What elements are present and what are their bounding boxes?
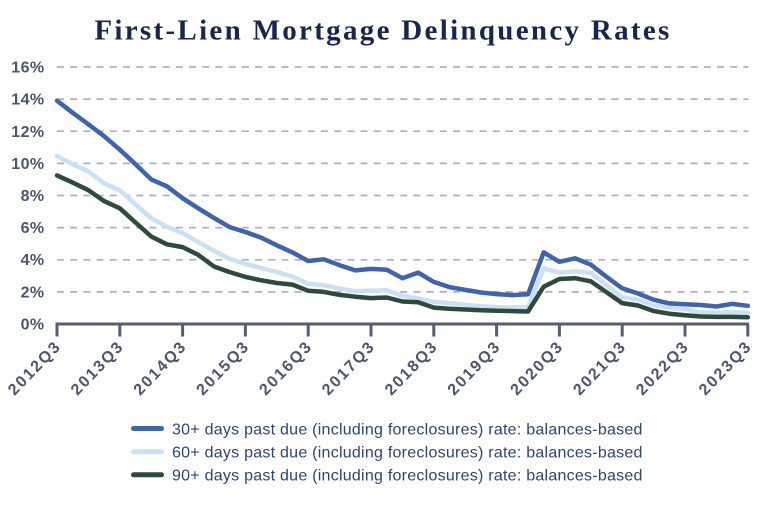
svg-text:60+ days past due (including f: 60+ days past due (including foreclosure… xyxy=(172,445,643,462)
svg-text:8%: 8% xyxy=(21,188,45,205)
svg-text:4%: 4% xyxy=(21,252,45,269)
svg-text:2%: 2% xyxy=(21,284,45,301)
svg-text:14%: 14% xyxy=(11,92,44,109)
svg-text:2017Q3: 2017Q3 xyxy=(319,338,379,399)
svg-text:2019Q3: 2019Q3 xyxy=(445,338,505,399)
svg-text:30+ days past due (including f: 30+ days past due (including foreclosure… xyxy=(172,421,643,438)
svg-text:2020Q3: 2020Q3 xyxy=(508,338,568,399)
svg-text:10%: 10% xyxy=(11,156,44,173)
svg-text:16%: 16% xyxy=(11,60,44,77)
svg-text:90+ days past due (including f: 90+ days past due (including foreclosure… xyxy=(172,468,643,485)
svg-text:First-Lien Mortgage Delinquenc: First-Lien Mortgage Delinquency Rates xyxy=(94,15,671,47)
svg-text:2018Q3: 2018Q3 xyxy=(382,338,442,399)
svg-text:2021Q3: 2021Q3 xyxy=(570,338,630,399)
svg-text:2014Q3: 2014Q3 xyxy=(131,338,191,399)
svg-text:2016Q3: 2016Q3 xyxy=(256,338,316,399)
svg-text:2012Q3: 2012Q3 xyxy=(5,338,65,399)
svg-text:12%: 12% xyxy=(11,124,44,141)
svg-text:0%: 0% xyxy=(21,317,45,334)
svg-text:6%: 6% xyxy=(21,220,45,237)
svg-text:2023Q3: 2023Q3 xyxy=(696,338,756,399)
svg-text:2013Q3: 2013Q3 xyxy=(68,338,128,399)
svg-text:2015Q3: 2015Q3 xyxy=(194,338,254,399)
svg-text:2022Q3: 2022Q3 xyxy=(633,338,693,399)
